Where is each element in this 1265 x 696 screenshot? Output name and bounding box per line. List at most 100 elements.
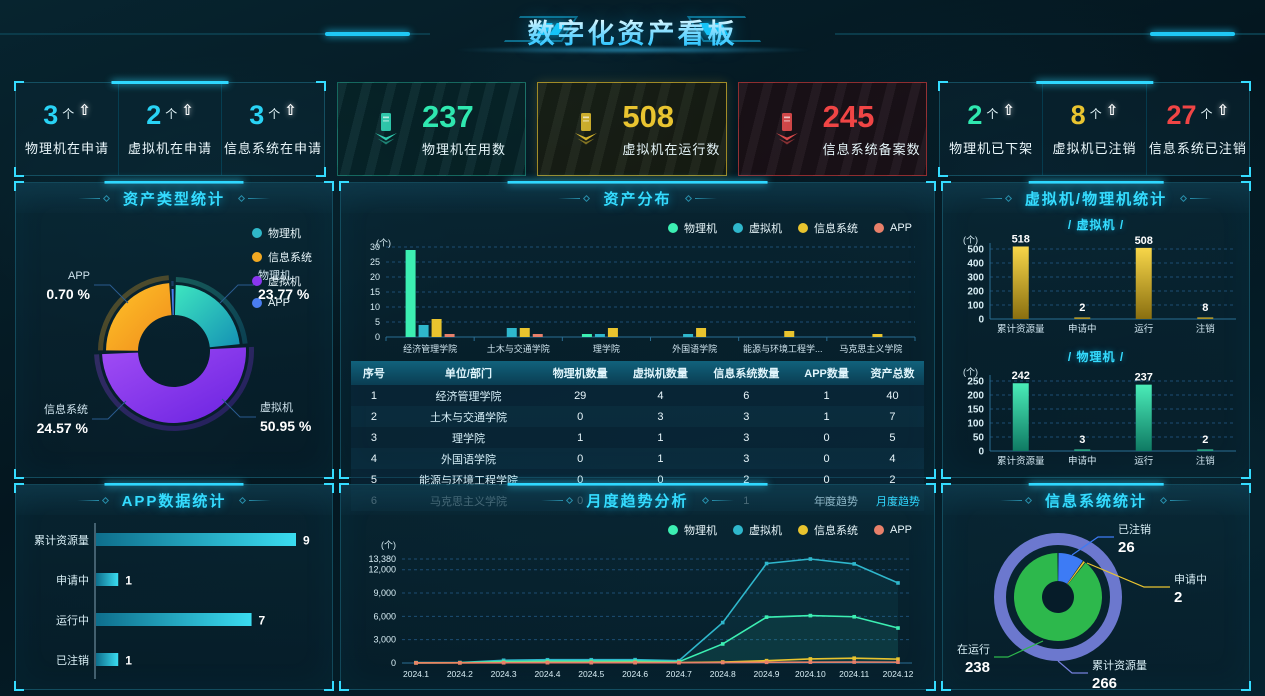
legend-dot	[252, 298, 262, 308]
svg-text:2024.4: 2024.4	[534, 669, 560, 679]
legend-dot	[667, 223, 678, 233]
legend-item-APP[interactable]: APP	[252, 297, 290, 309]
panel-header: 虚拟机/物理机统计	[943, 183, 1249, 213]
table-cell: 1	[657, 431, 664, 444]
table-cell: 1	[370, 389, 377, 402]
legend-item-信息系统[interactable]: 信息系统	[797, 220, 858, 236]
legend-item-物理机[interactable]: 物理机	[667, 220, 717, 236]
svg-text:23.77 %: 23.77 %	[258, 286, 310, 302]
table-cell: 0	[657, 473, 664, 486]
stat-unit: 个	[268, 106, 281, 121]
panel-title: 月度趋势分析	[586, 492, 689, 510]
asset-distribution-bar-chart: (个) 0 5 10 15 20 25 30 经济管理学院 土木与交通学院 理学院 外国语学院 能源与环…	[370, 238, 916, 354]
svg-text:物理机: 物理机	[258, 268, 291, 282]
header-line-left	[0, 32, 430, 36]
asset-type-panel: 资产类型统计 物理机 信息系统 虚拟机 APP 物理机 23.77 % 虚拟机 50.95 …	[14, 181, 334, 479]
legend-item-信息系统[interactable]: 信息系统	[797, 522, 858, 538]
legend-item-虚拟机[interactable]: 虚拟机	[732, 220, 782, 236]
stat-unit: 个	[62, 106, 75, 121]
table-cell: 4	[657, 389, 664, 402]
svg-text:0.70 %: 0.70 %	[46, 286, 90, 302]
legend-label: 物理机	[268, 228, 301, 240]
stat-label: 信息系统备案数	[822, 141, 921, 157]
stat-card-is-registered: 245 信息系统备案数	[737, 82, 927, 176]
table-cell: 土木与交通学院	[429, 411, 507, 424]
svg-text:外国语学院: 外国语学院	[672, 343, 717, 354]
svg-text:13,380: 13,380	[368, 554, 396, 564]
table-cell: 0	[577, 410, 584, 423]
stats-row: 3 个 ⇧ 物理机在申请 2 个 ⇧ 虚拟机在申请 3 个 ⇧ 信息系统在申请 237 物理…	[0, 56, 1265, 182]
title-decoration-right	[701, 496, 734, 504]
svg-text:1: 1	[125, 574, 132, 588]
table-cell: 5	[889, 431, 896, 444]
legend-item-物理机[interactable]: 物理机	[252, 225, 301, 241]
table-cell: 0	[577, 452, 584, 465]
table-cell: 40	[886, 389, 899, 402]
svg-text:238: 238	[965, 659, 990, 676]
table-cell: 0	[823, 431, 830, 444]
stat-label: 虚拟机已注销	[1052, 140, 1137, 156]
table-cell: 1	[823, 389, 830, 402]
title-decoration-right	[237, 194, 270, 202]
stats-group-retired: 2 个 ⇧ 物理机已下架 8 个 ⇧ 虚拟机已注销 27 个 ⇧ 信息系统已注销	[938, 81, 1251, 177]
svg-text:累计资源量: 累计资源量	[997, 455, 1045, 467]
panel-title: APP数据统计	[121, 492, 227, 510]
svg-text:2024.12: 2024.12	[883, 669, 914, 679]
legend-dot	[797, 525, 808, 535]
svg-text:申请中: 申请中	[1068, 455, 1097, 467]
legend-item-信息系统[interactable]: 信息系统	[252, 249, 312, 265]
server-icon	[375, 113, 397, 145]
table-cell: 2	[743, 473, 750, 486]
table-cell: 1	[657, 452, 664, 465]
server-icon	[575, 113, 598, 145]
legend-item-虚拟机[interactable]: 虚拟机	[732, 522, 782, 538]
table-header-cell: 单位/部门	[396, 361, 541, 385]
svg-text:100: 100	[967, 301, 984, 312]
table-cell: 29	[574, 389, 587, 402]
legend-label: 信息系统	[813, 223, 858, 235]
monthly-trend-legend: 物理机 虚拟机 信息系统 APP	[341, 515, 934, 539]
svg-text:2: 2	[1079, 302, 1085, 314]
legend-label: 信息系统	[268, 252, 312, 264]
svg-text:50.95 %: 50.95 %	[260, 418, 312, 434]
svg-text:(个): (个)	[376, 238, 391, 248]
svg-text:3,000: 3,000	[373, 635, 396, 645]
stat-value: 3	[43, 99, 59, 130]
legend-item-物理机[interactable]: 物理机	[667, 522, 717, 538]
stat-label: 虚拟机在申请	[127, 140, 212, 156]
svg-text:申请中: 申请中	[1174, 573, 1207, 586]
svg-text:2024.11: 2024.11	[839, 669, 869, 679]
svg-text:30: 30	[370, 242, 380, 252]
page-title: 数字化资产看板	[528, 12, 738, 51]
legend-label: 物理机	[683, 223, 717, 235]
title-decoration-left	[999, 496, 1033, 504]
asset-distribution-legend: 物理机 虚拟机 信息系统 APP	[341, 213, 934, 237]
table-cell: 1	[823, 410, 830, 423]
legend-item-APP[interactable]: APP	[873, 524, 912, 536]
legend-label: 虚拟机	[268, 276, 301, 288]
svg-text:运行中: 运行中	[56, 614, 89, 627]
legend-item-虚拟机[interactable]: 虚拟机	[252, 273, 301, 289]
legend-dot	[732, 223, 743, 233]
svg-text:能源与环境工程学...: 能源与环境工程学...	[743, 343, 823, 354]
legend-dot	[873, 223, 884, 233]
title-glow	[452, 46, 813, 54]
svg-text:马克思主义学院: 马克思主义学院	[839, 343, 902, 354]
svg-text:累计资源量: 累计资源量	[34, 533, 89, 547]
panel-title: 资产类型统计	[122, 190, 225, 208]
svg-text:理学院: 理学院	[593, 343, 620, 354]
stat-value: 2	[967, 99, 983, 130]
stat-unit: 个	[1200, 106, 1213, 121]
stat-label: 信息系统在申请	[223, 140, 322, 156]
stat-label: 虚拟机在运行数	[622, 141, 721, 157]
legend-item-APP[interactable]: APP	[873, 222, 912, 234]
svg-text:在运行: 在运行	[957, 643, 990, 656]
tab-yearly-trend[interactable]: 年度趋势	[814, 496, 858, 508]
asset-type-legend: 物理机 信息系统 虚拟机 APP	[252, 225, 312, 309]
stat-value: 3	[249, 99, 265, 130]
vm-bar-chart: (个) 0 100 200 300 400 500 518 累计资源量 2 申请中 508 运行 8 注销	[963, 233, 1236, 335]
svg-text:申请中: 申请中	[56, 574, 89, 587]
svg-text:6,000: 6,000	[373, 611, 396, 621]
tab-monthly-trend[interactable]: 月度趋势	[876, 496, 920, 508]
